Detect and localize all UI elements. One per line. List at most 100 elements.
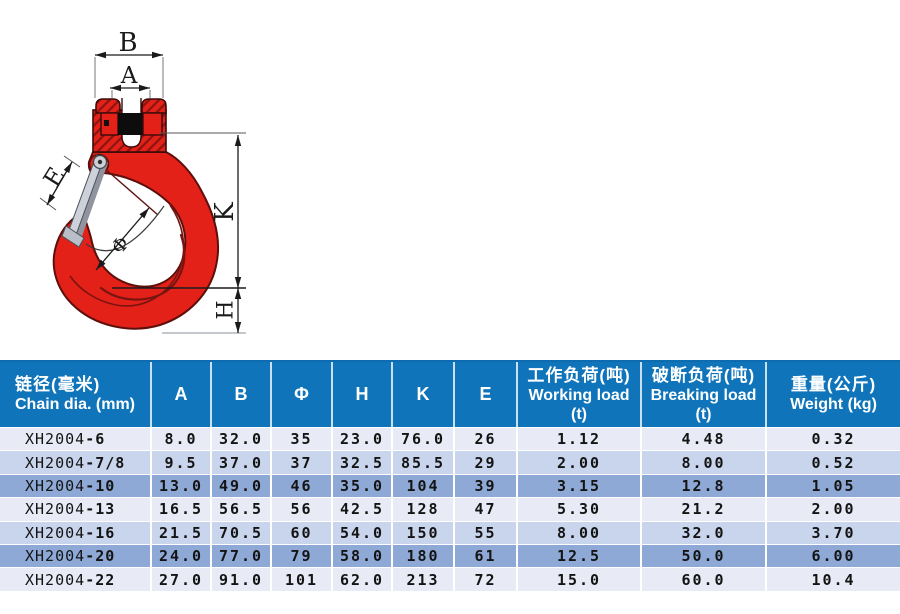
value-cell: 32.5 — [333, 451, 393, 474]
dimension-lines — [39, 51, 246, 334]
header-dim-a: A — [152, 362, 212, 427]
header-dim-h: H — [333, 362, 393, 427]
value-cell: 46 — [272, 474, 333, 498]
value-cell: 35 — [272, 428, 333, 451]
value-cell: 3.15 — [518, 474, 642, 498]
model-cell: XH2004 -20 — [0, 544, 152, 568]
value-cell: 50.0 — [642, 544, 767, 568]
value-cell: 37 — [272, 451, 333, 474]
value-cell: 54.0 — [333, 521, 393, 544]
value-cell: 10.4 — [811, 570, 856, 589]
value-cell: 213 — [393, 568, 455, 591]
model-cell: XH2004 -16 — [0, 521, 152, 544]
header-chain-dia-en: Chain dia. (mm) — [15, 396, 136, 413]
value-cell: 104 — [393, 474, 455, 498]
table-header: 链径(毫米) Chain dia. (mm) A B Φ H K E 工作负荷(… — [0, 360, 900, 427]
value-cell: 23.0 — [333, 428, 393, 451]
value-cell: 35.0 — [333, 474, 393, 498]
value-cell: 21.2 — [642, 498, 767, 521]
table-row: XH2004 -7/8 9.5 37.0 37 32.5 85.5 29 2.00 8.00 0.5… — [0, 450, 900, 474]
safety-latch — [61, 154, 159, 248]
value-cell: 32.0 — [212, 428, 272, 451]
value-cell: 1.12 — [518, 428, 642, 451]
header-working-load: 工作负荷(吨) Working load (t) — [518, 362, 642, 427]
dim-label-a: A — [120, 63, 138, 89]
dim-label-e: E — [38, 162, 71, 192]
table-row: XH2004 -20 24.0 77.0 79 58.0 180 61 12.5 50.0 6.00 — [0, 543, 900, 568]
table-body: XH2004 -6 8.0 32.0 35 23.0 76.0 26 1.12 4.48 0.32 X… — [0, 427, 900, 591]
value-cell: 60.0 — [642, 568, 767, 591]
value-cell: 49.0 — [212, 474, 272, 498]
header-chain-dia-zh: 链径(毫米) — [15, 375, 101, 394]
value-cell: 61 — [455, 544, 518, 568]
value-cell: 62.0 — [333, 568, 393, 591]
header-dim-k: K — [393, 362, 455, 427]
model-cell: XH2004 -10 — [0, 474, 152, 498]
hook-diagram: B A K H E Φ — [0, 0, 280, 356]
value-cell: 16.5 — [152, 498, 212, 521]
value-cell: 39 — [455, 474, 518, 498]
value-cell: 76.0 — [393, 428, 455, 451]
value-cell: 77.0 — [212, 544, 272, 568]
value-cell: 58.0 — [333, 544, 393, 568]
value-cell: 32.0 — [642, 521, 767, 544]
value-cell: 15.0 — [518, 568, 642, 591]
model-cell: XH2004 -13 — [0, 498, 152, 521]
value-cell: 1.05 — [811, 476, 856, 495]
model-cell: XH2004 -22 — [0, 568, 152, 591]
value-cell: 21.5 — [152, 521, 212, 544]
value-cell: 150 — [393, 521, 455, 544]
value-cell: 3.70 — [811, 523, 856, 542]
value-cell: 8.00 — [518, 521, 642, 544]
value-cell: 60 — [272, 521, 333, 544]
dim-label-k: K — [210, 202, 240, 222]
value-cell: 24.0 — [152, 544, 212, 568]
value-cell: 0.32 — [811, 430, 856, 449]
dim-label-b: B — [118, 28, 137, 58]
clevis-pin — [118, 113, 143, 135]
spec-table: 链径(毫米) Chain dia. (mm) A B Φ H K E 工作负荷(… — [0, 360, 900, 591]
value-cell: 70.5 — [212, 521, 272, 544]
value-cell: 4.48 — [642, 428, 767, 451]
value-cell: 91.0 — [212, 568, 272, 591]
value-cell: 128 — [393, 498, 455, 521]
value-cell: 12.8 — [642, 474, 767, 498]
clevis-head — [92, 98, 167, 153]
value-cell: 180 — [393, 544, 455, 568]
value-cell: 2.00 — [811, 500, 856, 519]
table-row: XH2004 -6 8.0 32.0 35 23.0 76.0 26 1.12 4.48 0.32 — [0, 427, 900, 451]
model-cell: XH2004 -6 — [0, 428, 152, 451]
dim-label-h: H — [214, 300, 239, 319]
value-cell: 101 — [272, 568, 333, 591]
table-row: XH2004 -16 21.5 70.5 60 54.0 150 55 8.00 32.0 3.70 — [0, 520, 900, 544]
value-cell: 47 — [455, 498, 518, 521]
bowl-groove — [99, 233, 186, 301]
value-cell: 2.00 — [518, 451, 642, 474]
table-row: XH2004 -13 16.5 56.5 56 42.5 128 47 5.30 21.2 2.00 — [0, 497, 900, 521]
value-cell: 12.5 — [518, 544, 642, 568]
value-cell: 8.00 — [642, 451, 767, 474]
header-dim-phi: Φ — [272, 362, 333, 427]
header-dim-b: B — [212, 362, 272, 427]
value-cell: 27.0 — [152, 568, 212, 591]
value-cell: 26 — [455, 428, 518, 451]
value-cell: 0.52 — [811, 453, 856, 472]
value-cell: 13.0 — [152, 474, 212, 498]
model-cell: XH2004 -7/8 — [0, 451, 152, 474]
value-cell: 42.5 — [333, 498, 393, 521]
header-dim-e: E — [455, 362, 518, 427]
header-chain-dia: 链径(毫米) Chain dia. (mm) — [0, 362, 152, 427]
value-cell: 9.5 — [152, 451, 212, 474]
value-cell: 85.5 — [393, 451, 455, 474]
value-cell: 56.5 — [212, 498, 272, 521]
table-row: XH2004 -10 13.0 49.0 46 35.0 104 39 3.15 12.8 1.05 — [0, 473, 900, 498]
header-weight: 重量(公斤) Weight (kg) — [790, 375, 877, 413]
value-cell: 8.0 — [152, 428, 212, 451]
value-cell: 72 — [455, 568, 518, 591]
value-cell: 5.30 — [518, 498, 642, 521]
dim-label-phi: Φ — [107, 232, 134, 258]
value-cell: 29 — [455, 451, 518, 474]
table-row: XH2004 -22 27.0 91.0 101 62.0 213 72 15.0 60.0 10.… — [0, 567, 900, 591]
value-cell: 55 — [455, 521, 518, 544]
value-cell: 6.00 — [811, 547, 856, 566]
